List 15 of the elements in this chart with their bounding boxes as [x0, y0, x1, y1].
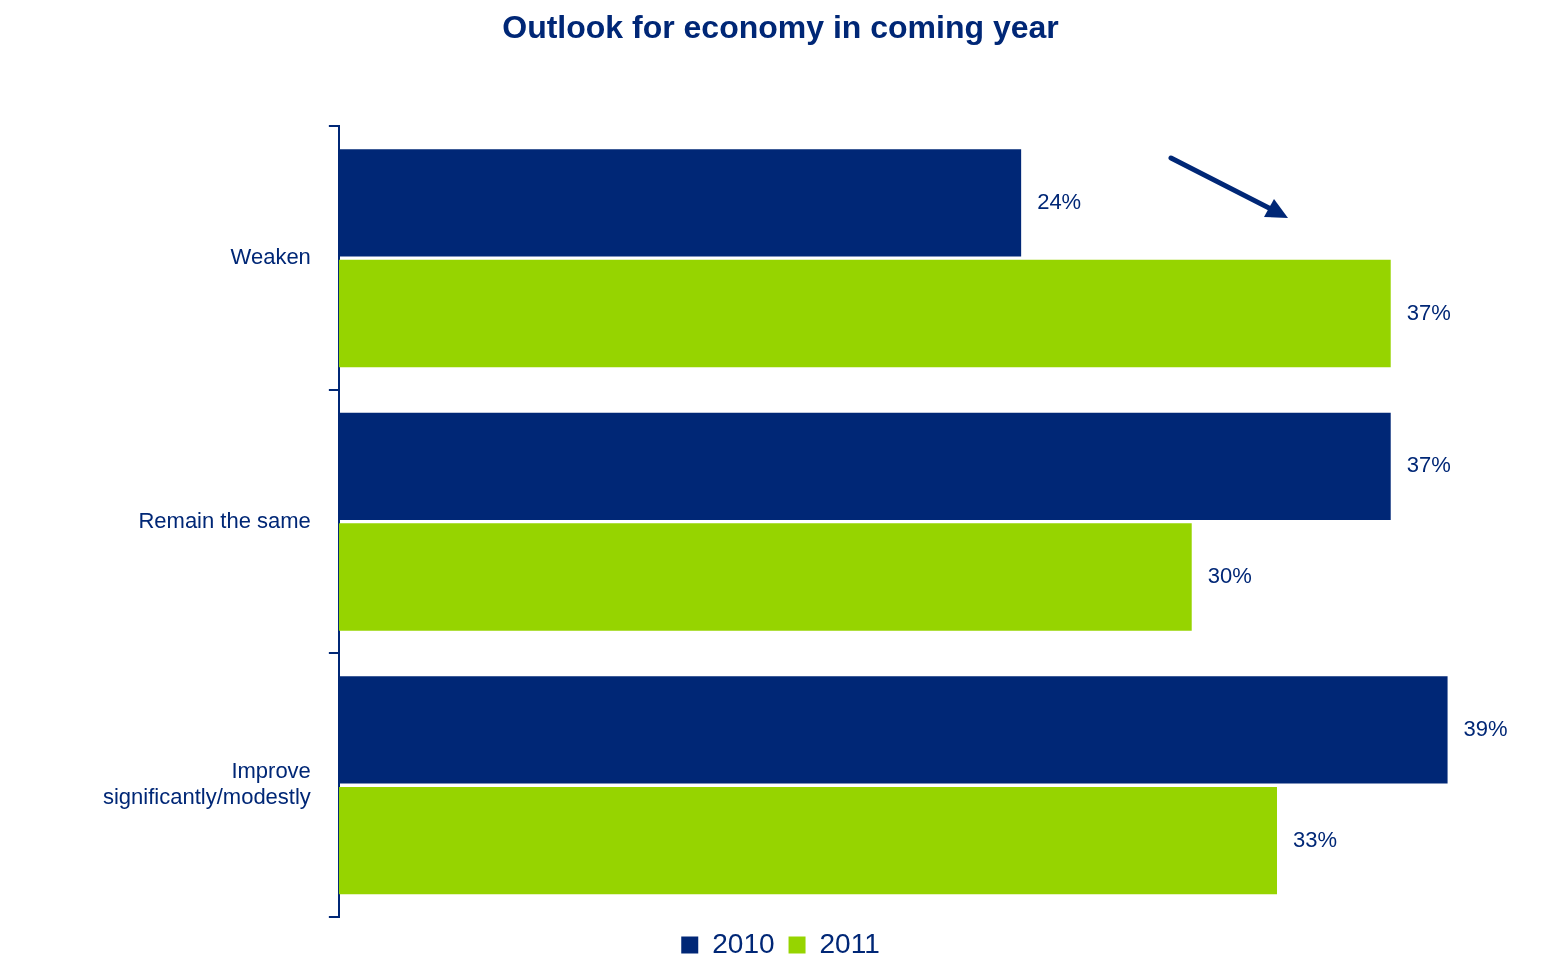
data-label: 37% — [1406, 299, 1451, 325]
bar — [338, 786, 1277, 895]
chart-title: Outlook for economy in coming year — [502, 9, 1059, 46]
y-tick-label: Improve significantly/modestly — [102, 758, 311, 810]
bar — [338, 523, 1192, 631]
data-label: 33% — [1293, 826, 1338, 852]
legend-label: 2011 — [819, 927, 880, 959]
data-label: 37% — [1406, 452, 1451, 478]
y-tick-label: Weaken — [230, 244, 311, 270]
data-label: 39% — [1463, 715, 1508, 741]
data-label: 24% — [1037, 188, 1082, 214]
legend-label: 2010 — [712, 927, 775, 959]
bar — [338, 259, 1391, 368]
data-label: 30% — [1207, 563, 1252, 589]
y-tick-label: Remain the same — [138, 507, 311, 533]
